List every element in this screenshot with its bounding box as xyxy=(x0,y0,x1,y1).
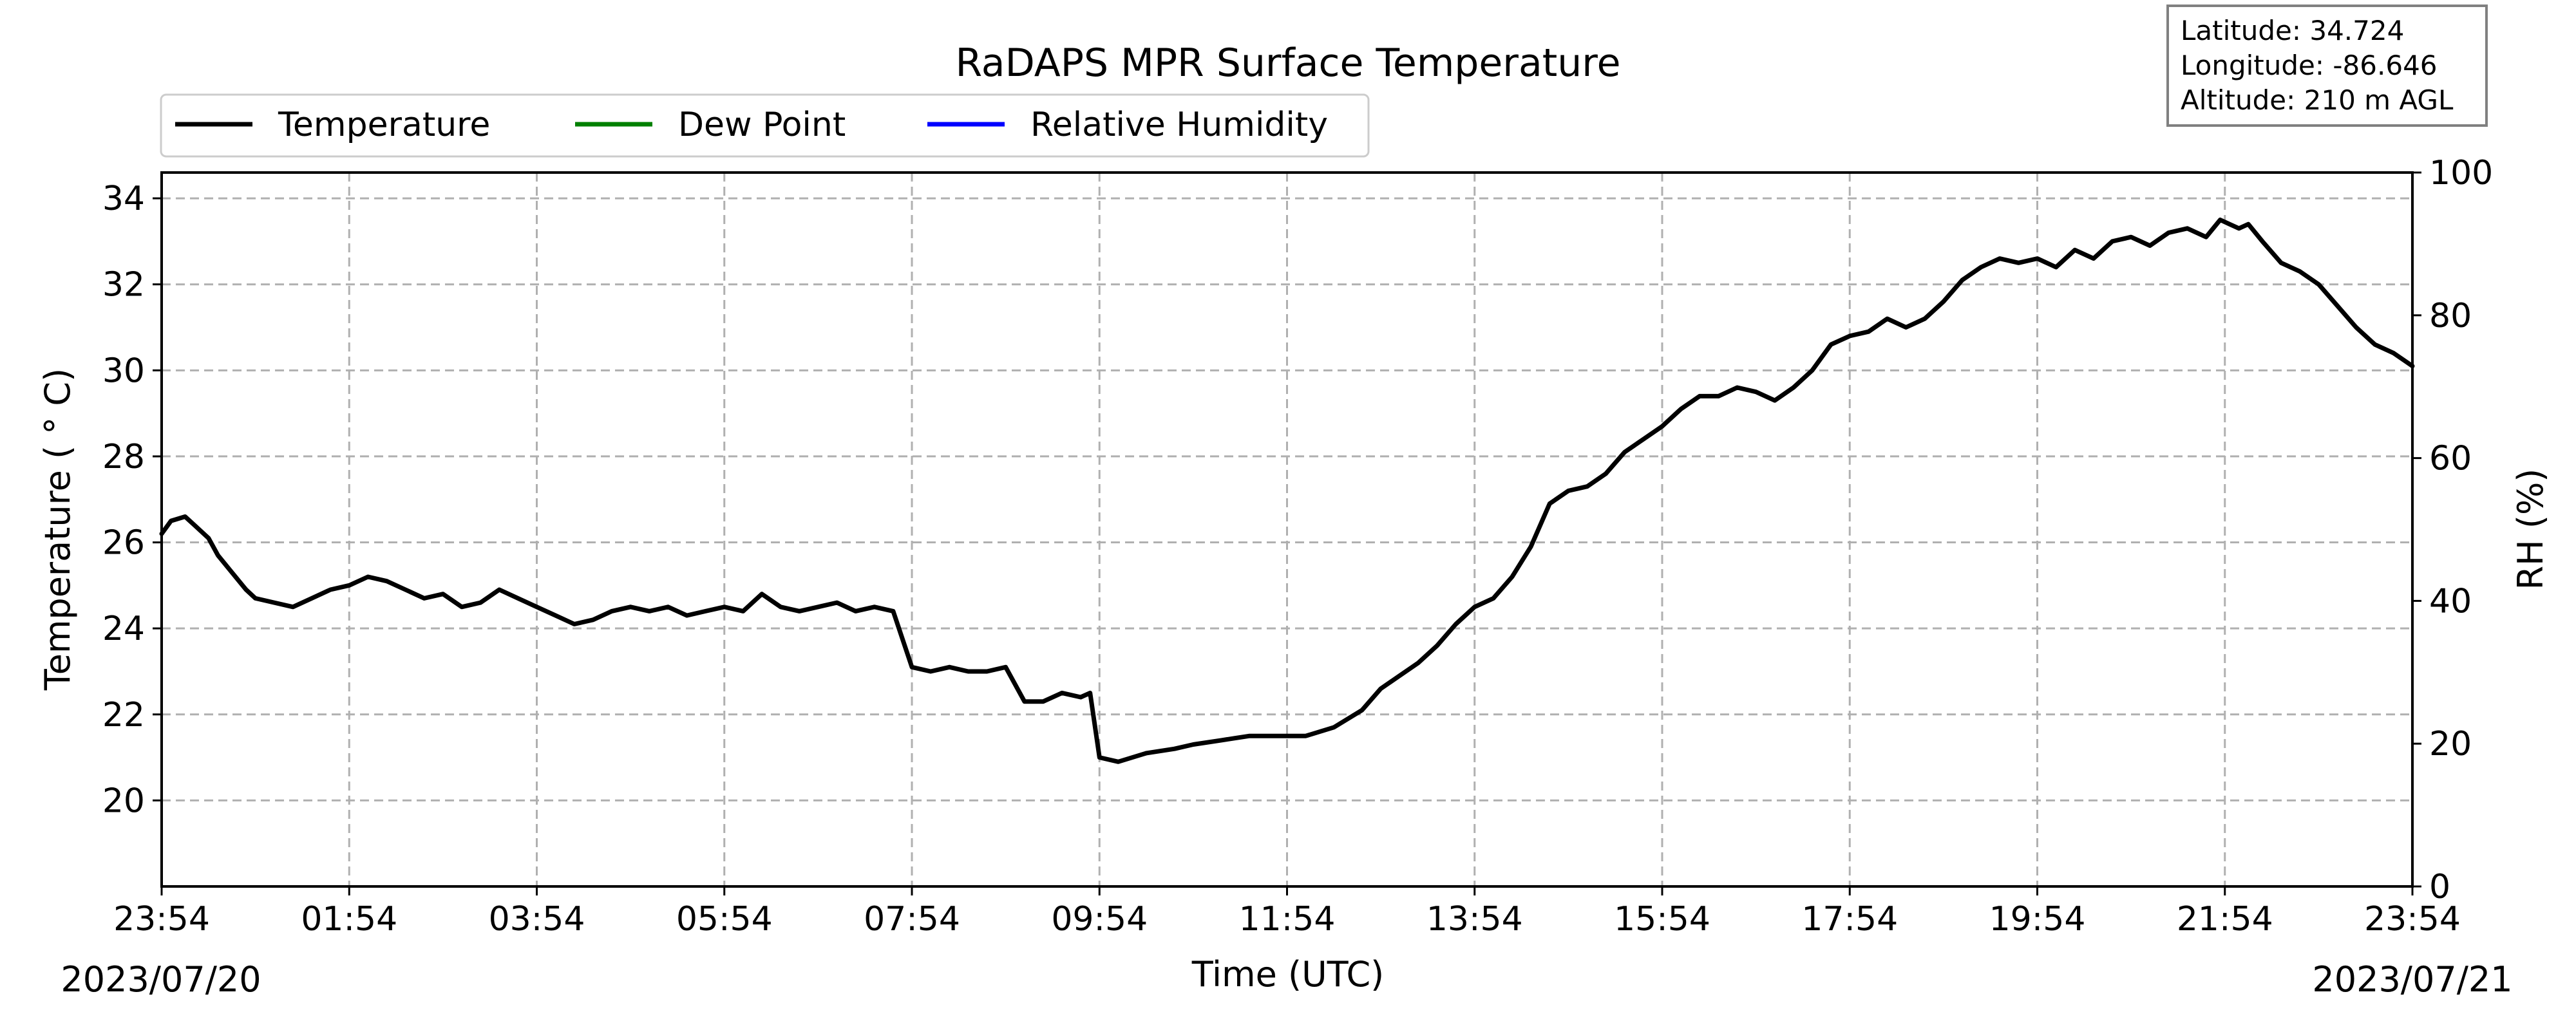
y-right-tick-label: 0 xyxy=(2429,868,2450,906)
info-longitude: Longitude: -86.646 xyxy=(2181,50,2438,81)
y-right-tick-label: 100 xyxy=(2429,154,2493,192)
y-axis-label-left: Temperature ( ° C) xyxy=(37,368,78,691)
y-left-tick-label: 34 xyxy=(102,180,145,218)
end-date-label: 2023/07/21 xyxy=(2312,959,2512,1000)
y-left-tick-label: 20 xyxy=(102,782,145,820)
y-left-tick-label: 30 xyxy=(102,351,145,390)
x-tick-label: 05:54 xyxy=(676,900,773,939)
info-latitude: Latitude: 34.724 xyxy=(2181,15,2404,46)
y-right-tick-label: 40 xyxy=(2429,582,2472,621)
start-date-label: 2023/07/20 xyxy=(61,959,261,1000)
legend-frame xyxy=(160,93,1370,158)
y-left-tick-label: 24 xyxy=(102,610,145,648)
location-info-box: Latitude: 34.724 Longitude: -86.646 Alti… xyxy=(2166,5,2488,127)
legend: Temperature Dew Point Relative Humidity xyxy=(160,93,1370,158)
series-layer xyxy=(159,218,2415,764)
series-line-temperature xyxy=(159,218,2415,764)
x-tick-label: 01:54 xyxy=(301,900,397,939)
x-tick-label: 03:54 xyxy=(489,900,585,939)
x-tick-label: 07:54 xyxy=(864,900,960,939)
y-left-tick-label: 26 xyxy=(102,524,145,563)
info-altitude: Altitude: 210 m AGL xyxy=(2181,84,2454,116)
chart-title: RaDAPS MPR Surface Temperature xyxy=(955,41,1620,86)
y-right-tick-label: 20 xyxy=(2429,725,2472,763)
legend-label-dew-point: Dew Point xyxy=(678,106,846,144)
y-left-tick-label: 28 xyxy=(102,438,145,476)
y-right-tick-label: 60 xyxy=(2429,440,2472,478)
y-axis-label-right: RH (%) xyxy=(2510,469,2551,590)
x-tick-label: 23:54 xyxy=(2364,900,2461,939)
x-tick-label: 09:54 xyxy=(1051,900,1148,939)
x-tick-label: 11:54 xyxy=(1239,900,1336,939)
x-tick-label: 15:54 xyxy=(1614,900,1710,939)
x-tick-label: 23:54 xyxy=(113,900,210,939)
y-left-tick-label: 22 xyxy=(102,696,145,735)
x-tick-label: 13:54 xyxy=(1426,900,1523,939)
y-right-tick-label: 80 xyxy=(2429,297,2472,335)
x-tick-label: 19:54 xyxy=(1989,900,2086,939)
x-tick-label: 17:54 xyxy=(1801,900,1898,939)
legend-label-temperature: Temperature xyxy=(278,106,490,144)
info-box-frame xyxy=(2166,5,2488,127)
legend-label-relative-humidity: Relative Humidity xyxy=(1030,106,1328,144)
grid-lines xyxy=(162,173,2412,886)
y-left-tick-label: 32 xyxy=(102,266,145,304)
x-tick-label: 21:54 xyxy=(2177,900,2273,939)
x-axis-label: Time (UTC) xyxy=(1191,954,1385,995)
axes: 23:54 01:54 03:54 05:54 07:54 09:54 11:54 13:54… xyxy=(102,154,2493,939)
